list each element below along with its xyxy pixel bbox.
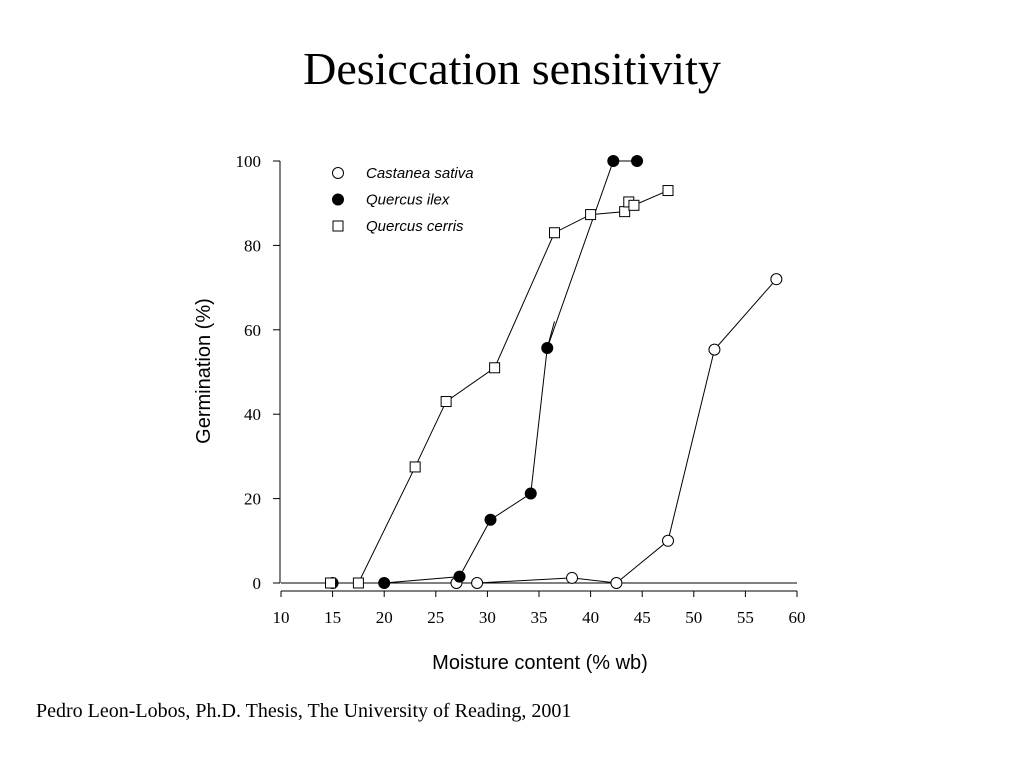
data-point (610, 577, 623, 589)
series-line (332, 160, 638, 584)
legend-label: Castanea sativa (366, 165, 474, 182)
x-tick-label: 40 (582, 608, 599, 627)
data-point (440, 396, 452, 408)
x-tick-label: 60 (789, 608, 806, 627)
x-axis-title: Moisture content (% wb) (432, 652, 648, 674)
y-tick-label: 100 (236, 152, 262, 171)
y-axis-title: Germination (%) (193, 298, 215, 444)
data-point (409, 461, 421, 473)
data-point (453, 570, 466, 583)
legend-marker (332, 193, 344, 206)
y-tick-label: 40 (244, 405, 261, 424)
citation: Pedro Leon-Lobos, Ph.D. Thesis, The Univ… (36, 700, 572, 722)
data-point (628, 199, 640, 211)
data-point (484, 513, 497, 526)
data-point (548, 227, 560, 239)
legend-marker (332, 220, 344, 232)
x-tick-label: 15 (324, 608, 341, 627)
data-point (352, 577, 364, 589)
series-markers (325, 155, 783, 589)
x-tick-label: 35 (531, 608, 548, 627)
x-tick-label: 30 (479, 608, 496, 627)
chart-axes: 10 15 20 25 30 35 40 45 50 55 60 0 20 40 60 80 100 (236, 152, 806, 627)
data-point (566, 571, 579, 584)
data-point (489, 362, 501, 374)
series-line (330, 190, 669, 584)
data-point (585, 209, 597, 221)
data-point (378, 577, 391, 589)
data-point (631, 155, 644, 167)
legend-marker (332, 167, 344, 179)
data-point (619, 206, 631, 218)
y-tick-label: 80 (244, 236, 261, 255)
y-tick-label: 20 (244, 490, 261, 509)
slide-title: Desiccation sensitivity (303, 43, 721, 94)
x-tick-label: 10 (273, 608, 290, 627)
y-tick-label: 60 (244, 321, 261, 340)
data-point (770, 273, 783, 286)
data-point (325, 577, 337, 589)
x-tick-label: 45 (634, 608, 651, 627)
legend-label: Quercus cerris (366, 218, 464, 235)
x-tick-label: 55 (737, 608, 754, 627)
data-point (708, 343, 721, 356)
data-point (541, 341, 554, 354)
x-tick-label: 50 (685, 608, 702, 627)
data-point (524, 487, 537, 500)
series-line (456, 278, 777, 584)
data-point (607, 155, 620, 167)
chart-legend: Castanea sativa Quercus ilex Quercus cerri… (332, 165, 474, 235)
x-tick-label: 25 (427, 608, 444, 627)
data-point (471, 577, 484, 589)
data-point (662, 185, 674, 197)
legend-label: Quercus ilex (366, 192, 450, 209)
data-point (662, 534, 674, 547)
y-tick-label: 0 (253, 574, 262, 593)
x-tick-label: 20 (376, 608, 393, 627)
